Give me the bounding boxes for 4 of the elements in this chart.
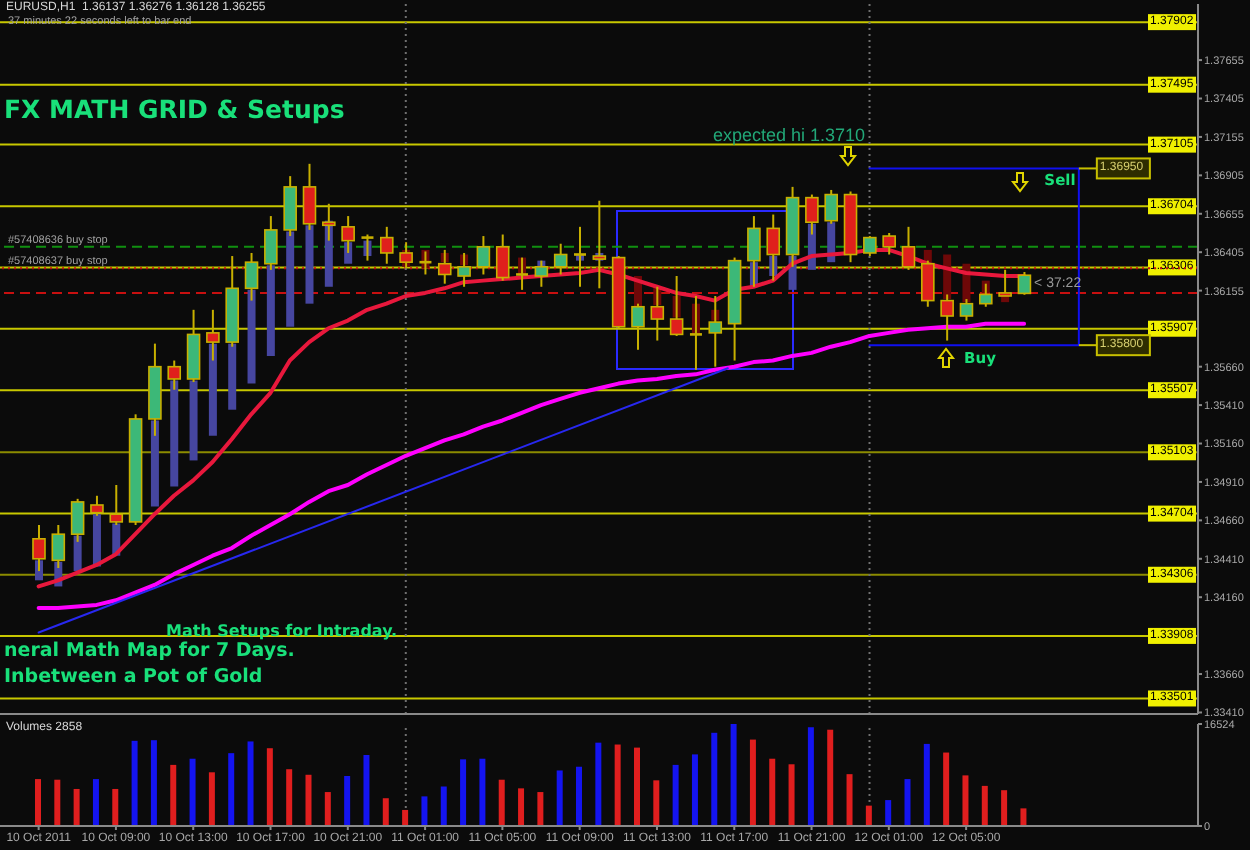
annotation: FX MATH GRID & Setups <box>4 94 345 124</box>
annotation: expected hi 1.3710 <box>712 124 866 145</box>
annotation: neral Math Map for 7 Days. <box>4 640 295 662</box>
annotation: Inbetween a Pot of Gold <box>4 666 263 688</box>
